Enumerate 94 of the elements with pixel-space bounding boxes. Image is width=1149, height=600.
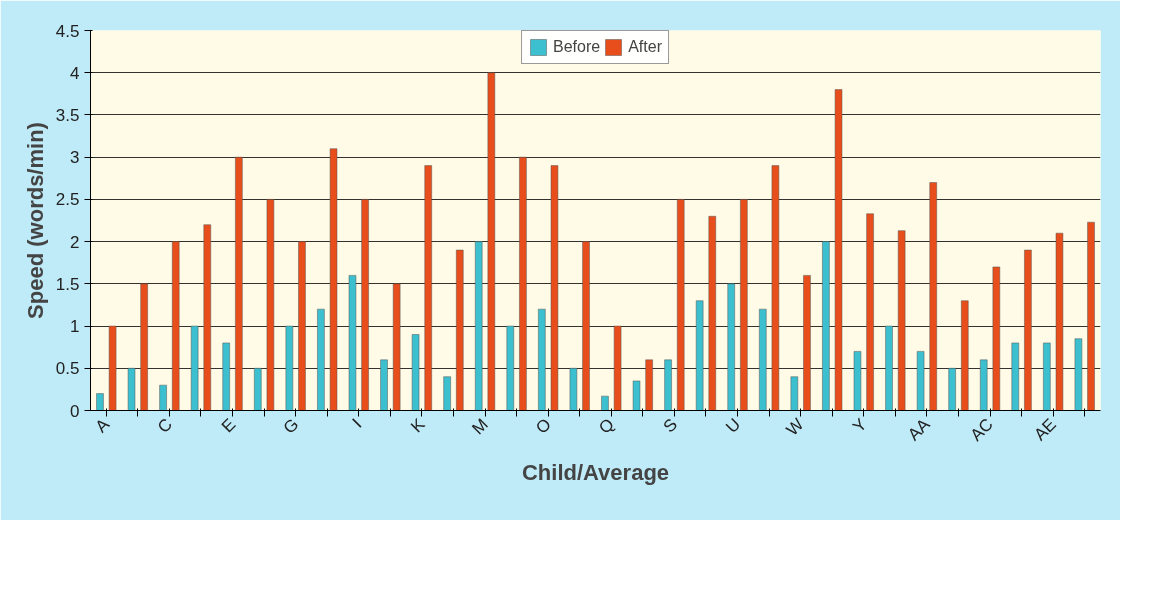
bar <box>885 325 893 411</box>
x-tick-label: M <box>468 414 492 439</box>
bar <box>992 266 1001 411</box>
bar <box>140 283 148 411</box>
x-tick-label: S <box>659 414 682 437</box>
bar <box>727 283 735 411</box>
bar <box>348 275 357 411</box>
bar <box>519 156 527 411</box>
bar <box>582 241 590 411</box>
x-tick-label: AE <box>1030 414 1060 445</box>
x-tick-label: Q <box>595 414 619 438</box>
bar <box>159 384 167 411</box>
bar <box>222 342 230 411</box>
bar <box>380 359 388 411</box>
bar <box>127 368 136 411</box>
bar <box>96 393 104 411</box>
y-tick-label: 0 <box>70 401 80 421</box>
x-tick-label: E <box>217 414 240 437</box>
x-tick-label: AA <box>904 414 935 445</box>
x-axis-title: Child/Average <box>521 459 670 485</box>
bar <box>266 199 275 411</box>
bar <box>853 351 862 411</box>
bar <box>361 199 369 411</box>
bar <box>866 213 874 411</box>
bar <box>443 376 451 411</box>
x-tick-label: Y <box>849 414 871 437</box>
y-tick-label: 1 <box>70 317 80 337</box>
y-tick-label: 3.5 <box>55 105 80 125</box>
bar <box>108 325 117 411</box>
bar <box>550 165 559 411</box>
bar <box>456 249 464 411</box>
x-tick-label: C <box>154 414 177 437</box>
x-tick-label: AC <box>966 414 997 445</box>
legend-label: After <box>628 38 662 56</box>
bar <box>803 275 811 411</box>
bar <box>664 359 672 411</box>
bar <box>538 308 546 411</box>
bar <box>1011 342 1019 411</box>
bar <box>392 283 401 411</box>
bar <box>708 216 716 411</box>
bar <box>645 359 653 411</box>
bar <box>1043 342 1051 411</box>
bar <box>897 230 906 411</box>
y-tick-label: 4.5 <box>55 21 80 41</box>
y-tick-label: 2 <box>70 232 80 252</box>
x-tick-label: W <box>782 414 808 440</box>
bar <box>317 308 325 411</box>
y-tick-label: 3 <box>70 148 80 168</box>
bar <box>235 156 243 411</box>
bar <box>948 368 956 411</box>
bar <box>254 368 262 411</box>
bar <box>677 199 685 411</box>
bar <box>929 182 937 411</box>
bar <box>1074 338 1083 411</box>
bar <box>1087 221 1095 411</box>
bar <box>424 165 432 411</box>
y-tick-label: 0.5 <box>55 359 80 379</box>
bar <box>834 89 843 411</box>
bar <box>1024 249 1032 411</box>
bar <box>916 351 925 411</box>
x-tick-label: O <box>532 414 555 438</box>
bar <box>487 72 496 411</box>
bar <box>740 199 748 411</box>
bar <box>601 395 609 411</box>
bar <box>203 224 211 411</box>
bar <box>822 241 830 411</box>
bar <box>632 380 641 411</box>
bar <box>980 359 988 411</box>
x-tick-label: A <box>91 414 114 437</box>
bar <box>613 325 622 411</box>
y-axis-title: Speed (words/min) <box>22 122 48 319</box>
x-tick-label: I <box>348 414 366 432</box>
bar <box>329 148 338 411</box>
x-tick-label: K <box>407 414 430 437</box>
bar <box>506 325 514 411</box>
bar <box>569 368 578 411</box>
bar <box>475 241 483 411</box>
y-tick-label: 1.5 <box>55 274 80 294</box>
bar <box>298 241 306 411</box>
y-tick-label: 2.5 <box>55 190 80 210</box>
bar <box>411 334 420 411</box>
bar <box>190 325 199 411</box>
x-tick-label: U <box>722 414 745 437</box>
y-tick-label: 4 <box>70 63 80 83</box>
bar <box>759 308 767 411</box>
bar <box>285 325 294 411</box>
bar <box>961 300 969 411</box>
x-tick-label: G <box>279 414 303 438</box>
bar <box>771 165 780 411</box>
legend-label: Before <box>553 38 601 56</box>
bar <box>172 241 180 411</box>
bar <box>695 300 704 411</box>
bar <box>790 376 799 411</box>
bar <box>1055 232 1064 411</box>
